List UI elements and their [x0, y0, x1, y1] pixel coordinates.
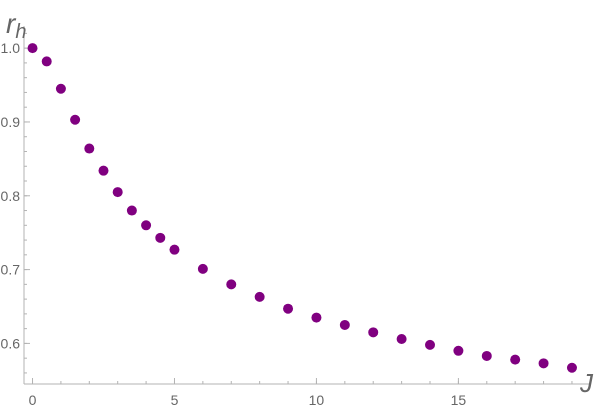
data-point: [98, 165, 109, 176]
data-point: [70, 114, 81, 125]
x-axis-label: J: [579, 368, 594, 398]
y-tick-label: 0.9: [1, 114, 21, 130]
y-tick-label: 0.8: [1, 188, 21, 204]
data-point: [84, 143, 95, 154]
data-point: [481, 350, 492, 361]
y-axis-label-main: r: [6, 8, 17, 39]
y-tick-label: 0.6: [1, 335, 21, 351]
data-point: [55, 83, 66, 94]
data-point: [254, 291, 265, 302]
x-tick-label: 10: [309, 392, 325, 408]
data-point: [339, 319, 350, 330]
y-tick-label: 0.7: [1, 262, 21, 278]
data-point: [510, 354, 521, 365]
data-point: [112, 187, 123, 198]
x-tick-label: 15: [451, 392, 467, 408]
data-points: [27, 43, 577, 373]
data-point: [453, 345, 464, 356]
y-tick-label: 1.0: [1, 40, 21, 56]
x-tick-label: 5: [171, 392, 179, 408]
data-point: [41, 56, 52, 67]
data-point: [126, 205, 137, 216]
data-point: [425, 339, 436, 350]
x-tick-label: 0: [29, 392, 37, 408]
y-axis-label: rh: [6, 8, 26, 43]
ticks: [24, 32, 573, 384]
data-point: [197, 263, 208, 274]
y-axis-label-subscript: h: [15, 21, 26, 43]
data-point: [368, 327, 379, 338]
data-point: [566, 362, 577, 373]
data-point: [155, 232, 166, 243]
data-point: [311, 312, 322, 323]
data-point: [283, 303, 294, 314]
data-point: [396, 333, 407, 344]
tick-labels: 0 5 10 15 0.6 0.7 0.8 0.9 1.0: [1, 40, 467, 408]
data-point: [538, 358, 549, 369]
data-point: [27, 43, 38, 54]
axes: [23, 26, 589, 385]
data-point: [169, 244, 180, 255]
data-point: [226, 279, 237, 290]
data-point: [141, 220, 152, 231]
